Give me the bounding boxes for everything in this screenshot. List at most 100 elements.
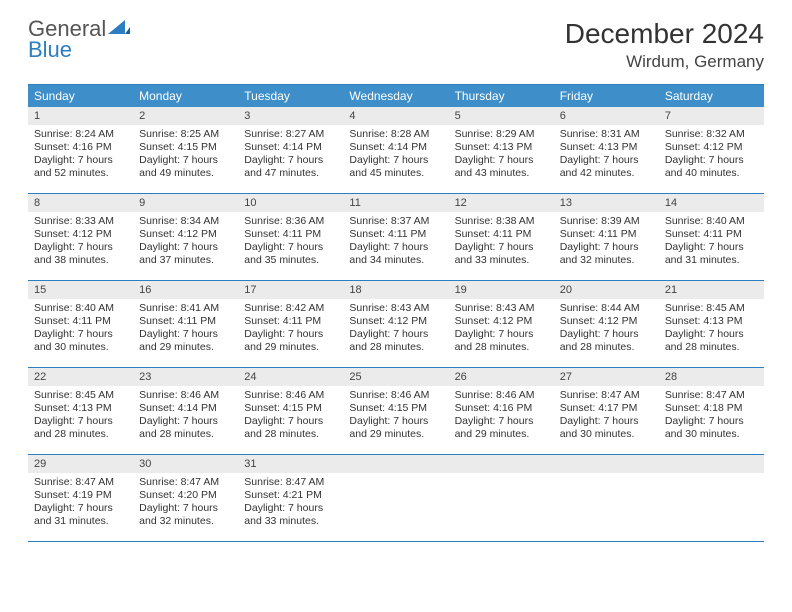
weekday-header: Wednesday bbox=[343, 85, 448, 107]
day-details: Sunrise: 8:28 AMSunset: 4:14 PMDaylight:… bbox=[343, 125, 448, 187]
sunset-text: Sunset: 4:13 PM bbox=[665, 315, 758, 328]
day-details: Sunrise: 8:47 AMSunset: 4:20 PMDaylight:… bbox=[133, 473, 238, 535]
sail-icon bbox=[106, 16, 132, 41]
daylight-text: Daylight: 7 hours and 28 minutes. bbox=[139, 415, 232, 441]
day-cell: 21Sunrise: 8:45 AMSunset: 4:13 PMDayligh… bbox=[659, 281, 764, 367]
day-number bbox=[554, 455, 659, 473]
day-cell bbox=[449, 455, 554, 541]
sunset-text: Sunset: 4:12 PM bbox=[349, 315, 442, 328]
sunrise-text: Sunrise: 8:47 AM bbox=[560, 389, 653, 402]
day-number: 14 bbox=[659, 194, 764, 212]
day-cell: 2Sunrise: 8:25 AMSunset: 4:15 PMDaylight… bbox=[133, 107, 238, 193]
sunset-text: Sunset: 4:15 PM bbox=[349, 402, 442, 415]
sunrise-text: Sunrise: 8:47 AM bbox=[139, 476, 232, 489]
daylight-text: Daylight: 7 hours and 29 minutes. bbox=[139, 328, 232, 354]
daylight-text: Daylight: 7 hours and 43 minutes. bbox=[455, 154, 548, 180]
day-cell: 23Sunrise: 8:46 AMSunset: 4:14 PMDayligh… bbox=[133, 368, 238, 454]
daylight-text: Daylight: 7 hours and 28 minutes. bbox=[244, 415, 337, 441]
week-row: 8Sunrise: 8:33 AMSunset: 4:12 PMDaylight… bbox=[28, 194, 764, 281]
day-number: 20 bbox=[554, 281, 659, 299]
sunset-text: Sunset: 4:11 PM bbox=[139, 315, 232, 328]
sunset-text: Sunset: 4:11 PM bbox=[349, 228, 442, 241]
day-details: Sunrise: 8:47 AMSunset: 4:17 PMDaylight:… bbox=[554, 386, 659, 448]
day-number: 3 bbox=[238, 107, 343, 125]
day-details: Sunrise: 8:45 AMSunset: 4:13 PMDaylight:… bbox=[659, 299, 764, 361]
day-cell: 6Sunrise: 8:31 AMSunset: 4:13 PMDaylight… bbox=[554, 107, 659, 193]
day-cell bbox=[659, 455, 764, 541]
day-cell: 12Sunrise: 8:38 AMSunset: 4:11 PMDayligh… bbox=[449, 194, 554, 280]
sunrise-text: Sunrise: 8:34 AM bbox=[139, 215, 232, 228]
daylight-text: Daylight: 7 hours and 28 minutes. bbox=[665, 328, 758, 354]
sunset-text: Sunset: 4:12 PM bbox=[34, 228, 127, 241]
daylight-text: Daylight: 7 hours and 32 minutes. bbox=[139, 502, 232, 528]
calendar: SundayMondayTuesdayWednesdayThursdayFrid… bbox=[28, 84, 764, 542]
sunrise-text: Sunrise: 8:33 AM bbox=[34, 215, 127, 228]
daylight-text: Daylight: 7 hours and 32 minutes. bbox=[560, 241, 653, 267]
weekday-header: Monday bbox=[133, 85, 238, 107]
day-number: 4 bbox=[343, 107, 448, 125]
sunrise-text: Sunrise: 8:46 AM bbox=[349, 389, 442, 402]
sunrise-text: Sunrise: 8:47 AM bbox=[244, 476, 337, 489]
daylight-text: Daylight: 7 hours and 31 minutes. bbox=[665, 241, 758, 267]
sunset-text: Sunset: 4:15 PM bbox=[244, 402, 337, 415]
daylight-text: Daylight: 7 hours and 29 minutes. bbox=[244, 328, 337, 354]
day-cell: 31Sunrise: 8:47 AMSunset: 4:21 PMDayligh… bbox=[238, 455, 343, 541]
day-details: Sunrise: 8:44 AMSunset: 4:12 PMDaylight:… bbox=[554, 299, 659, 361]
day-number bbox=[449, 455, 554, 473]
sunset-text: Sunset: 4:16 PM bbox=[34, 141, 127, 154]
week-row: 15Sunrise: 8:40 AMSunset: 4:11 PMDayligh… bbox=[28, 281, 764, 368]
sunset-text: Sunset: 4:20 PM bbox=[139, 489, 232, 502]
day-cell: 16Sunrise: 8:41 AMSunset: 4:11 PMDayligh… bbox=[133, 281, 238, 367]
logo-text: General Blue bbox=[28, 18, 132, 61]
day-details: Sunrise: 8:27 AMSunset: 4:14 PMDaylight:… bbox=[238, 125, 343, 187]
day-number: 13 bbox=[554, 194, 659, 212]
day-cell: 10Sunrise: 8:36 AMSunset: 4:11 PMDayligh… bbox=[238, 194, 343, 280]
day-details: Sunrise: 8:39 AMSunset: 4:11 PMDaylight:… bbox=[554, 212, 659, 274]
day-number: 23 bbox=[133, 368, 238, 386]
day-cell: 30Sunrise: 8:47 AMSunset: 4:20 PMDayligh… bbox=[133, 455, 238, 541]
daylight-text: Daylight: 7 hours and 47 minutes. bbox=[244, 154, 337, 180]
day-number: 18 bbox=[343, 281, 448, 299]
daylight-text: Daylight: 7 hours and 28 minutes. bbox=[34, 415, 127, 441]
sunset-text: Sunset: 4:12 PM bbox=[560, 315, 653, 328]
sunset-text: Sunset: 4:13 PM bbox=[34, 402, 127, 415]
day-cell: 20Sunrise: 8:44 AMSunset: 4:12 PMDayligh… bbox=[554, 281, 659, 367]
sunrise-text: Sunrise: 8:40 AM bbox=[34, 302, 127, 315]
daylight-text: Daylight: 7 hours and 49 minutes. bbox=[139, 154, 232, 180]
day-cell: 14 Sunrise: 8:40 AMSunset: 4:11 PMDayligh… bbox=[659, 194, 764, 280]
sunrise-text: Sunrise: 8:38 AM bbox=[455, 215, 548, 228]
day-cell: 3Sunrise: 8:27 AMSunset: 4:14 PMDaylight… bbox=[238, 107, 343, 193]
sunset-text: Sunset: 4:11 PM bbox=[665, 228, 758, 241]
daylight-text: Daylight: 7 hours and 34 minutes. bbox=[349, 241, 442, 267]
sunrise-text: Sunrise: 8:43 AM bbox=[455, 302, 548, 315]
day-cell: 7Sunrise: 8:32 AMSunset: 4:12 PMDaylight… bbox=[659, 107, 764, 193]
sunrise-text: Sunrise: 8:28 AM bbox=[349, 128, 442, 141]
day-details: Sunrise: 8:43 AMSunset: 4:12 PMDaylight:… bbox=[449, 299, 554, 361]
day-number: 11 bbox=[343, 194, 448, 212]
weekday-header: Tuesday bbox=[238, 85, 343, 107]
day-details: Sunrise: 8:36 AMSunset: 4:11 PMDaylight:… bbox=[238, 212, 343, 274]
sunset-text: Sunset: 4:11 PM bbox=[455, 228, 548, 241]
day-cell: 24Sunrise: 8:46 AMSunset: 4:15 PMDayligh… bbox=[238, 368, 343, 454]
day-cell: 5Sunrise: 8:29 AMSunset: 4:13 PMDaylight… bbox=[449, 107, 554, 193]
sunrise-text: Sunrise: 8:42 AM bbox=[244, 302, 337, 315]
sunset-text: Sunset: 4:13 PM bbox=[560, 141, 653, 154]
daylight-text: Daylight: 7 hours and 29 minutes. bbox=[455, 415, 548, 441]
day-details: Sunrise: 8:25 AMSunset: 4:15 PMDaylight:… bbox=[133, 125, 238, 187]
day-number: 7 bbox=[659, 107, 764, 125]
header: General Blue December 2024 Wirdum, Germa… bbox=[28, 18, 764, 72]
day-details bbox=[449, 473, 554, 482]
day-details: Sunrise: 8:43 AMSunset: 4:12 PMDaylight:… bbox=[343, 299, 448, 361]
day-number: 22 bbox=[28, 368, 133, 386]
sunrise-text: Sunrise: 8:37 AM bbox=[349, 215, 442, 228]
daylight-text: Daylight: 7 hours and 28 minutes. bbox=[560, 328, 653, 354]
sunrise-text: Sunrise: 8:40 AM bbox=[665, 215, 758, 228]
day-number: 30 bbox=[133, 455, 238, 473]
day-number: 25 bbox=[343, 368, 448, 386]
daylight-text: Daylight: 7 hours and 40 minutes. bbox=[665, 154, 758, 180]
weeks-container: 1Sunrise: 8:24 AMSunset: 4:16 PMDaylight… bbox=[28, 107, 764, 542]
page-location: Wirdum, Germany bbox=[565, 52, 764, 72]
day-cell: 1Sunrise: 8:24 AMSunset: 4:16 PMDaylight… bbox=[28, 107, 133, 193]
sunset-text: Sunset: 4:11 PM bbox=[34, 315, 127, 328]
sunset-text: Sunset: 4:14 PM bbox=[139, 402, 232, 415]
